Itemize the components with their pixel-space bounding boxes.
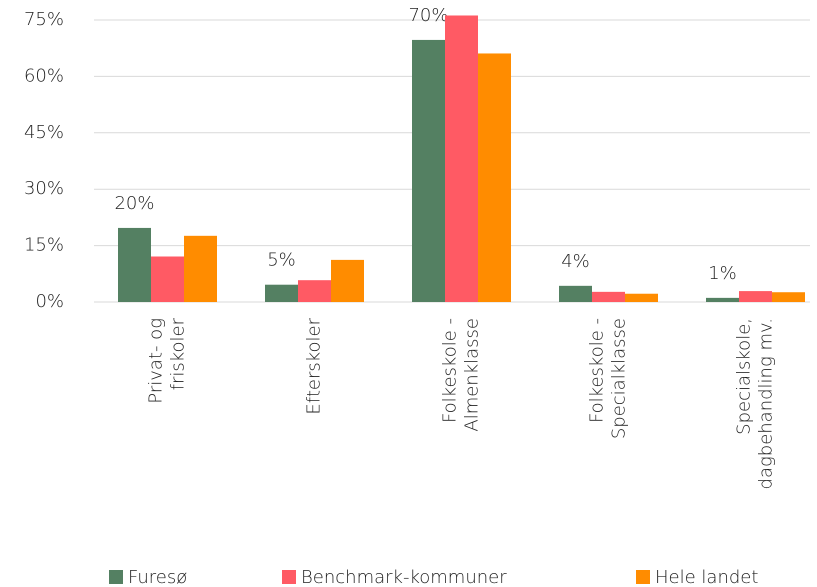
y-tick-label: 0%: [35, 291, 64, 312]
bar: [184, 235, 217, 302]
x-tick-label: Almenklasse: [462, 318, 483, 432]
legend-label: Hele landet: [655, 567, 758, 587]
legend-swatch: [282, 570, 296, 584]
bar: [412, 39, 445, 302]
y-tick-label: 60%: [24, 65, 64, 86]
bar: [265, 284, 298, 302]
bar: [739, 291, 772, 302]
bar: [772, 292, 805, 302]
bar: [331, 259, 364, 302]
bar: [118, 227, 151, 302]
legend-label: Benchmark-kommuner: [301, 567, 507, 587]
data-label: 5%: [267, 250, 296, 271]
data-label: 4%: [561, 251, 590, 272]
bar: [559, 285, 592, 302]
data-label: 70%: [408, 5, 448, 26]
legend-swatch: [109, 570, 123, 584]
bar: [625, 293, 658, 302]
bar: [445, 15, 478, 302]
y-tick-label: 30%: [24, 178, 64, 199]
data-label: 1%: [708, 263, 737, 284]
x-tick-label: Efterskoler: [304, 317, 325, 414]
bar: [151, 256, 184, 302]
x-tick-label: Privat- og: [146, 318, 167, 404]
y-tick-label: 15%: [24, 235, 64, 256]
x-tick-label: Folkeskole -: [440, 318, 461, 423]
x-tick-label: Folkeskole -: [587, 318, 608, 423]
x-tick-label: dagbehandling mv.: [756, 318, 777, 489]
bar: [706, 297, 739, 302]
bar: [592, 291, 625, 302]
legend-label: Furesø: [128, 567, 187, 587]
x-tick-label: friskoler: [168, 317, 189, 390]
bar: [478, 53, 511, 302]
x-tick-label: Specialklasse: [609, 318, 630, 439]
x-tick-label: Specialskole,: [734, 318, 755, 435]
data-label: 20%: [114, 193, 154, 214]
y-tick-label: 75%: [24, 9, 64, 30]
y-tick-label: 45%: [24, 122, 64, 143]
bar: [298, 280, 331, 302]
legend-swatch: [636, 570, 650, 584]
